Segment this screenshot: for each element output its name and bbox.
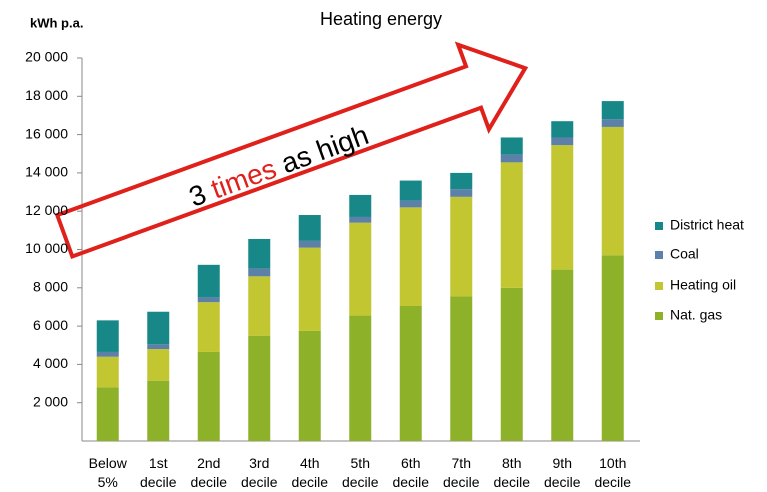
- bar-segment: [601, 101, 624, 120]
- y-tick-label: 12 000: [25, 202, 68, 218]
- bar-segment: [500, 137, 523, 155]
- x-tick-label: 4th decile: [291, 455, 329, 490]
- bar-segment: [601, 126, 624, 256]
- bar-segment: [399, 305, 422, 441]
- bar-segment: [197, 351, 220, 441]
- y-tick-label: 20 000: [25, 49, 68, 65]
- bar-segment: [551, 137, 574, 146]
- x-tick-label: 3rd decile: [240, 455, 278, 490]
- bar-segment: [601, 255, 624, 441]
- bar-segment: [197, 302, 220, 352]
- y-tick-label: 18 000: [25, 87, 68, 103]
- legend-label: District heat: [670, 217, 744, 233]
- y-axis-label: kWh p.a.: [30, 15, 83, 30]
- bar-segment: [147, 380, 170, 441]
- bar-segment: [96, 351, 119, 357]
- bar-segment: [197, 264, 220, 298]
- x-tick-label: 7th decile: [442, 455, 480, 490]
- bar-segment: [551, 269, 574, 441]
- arrow: [54, 41, 529, 260]
- bar-segment: [500, 162, 523, 288]
- bar-segment: [450, 196, 473, 297]
- bar-segment: [399, 180, 422, 201]
- bar-segment: [298, 240, 321, 248]
- bar-segment: [197, 297, 220, 303]
- x-tick-label: Below 5%: [88, 455, 127, 490]
- bar-segment: [500, 287, 523, 441]
- bar-segment: [349, 222, 372, 316]
- y-tick-label: 10 000: [25, 240, 68, 256]
- legend-swatch: [655, 312, 663, 320]
- bar-segment: [248, 276, 271, 336]
- legend-swatch: [655, 251, 663, 259]
- bar-segment: [298, 330, 321, 441]
- chart-title: Heating energy: [320, 9, 442, 29]
- x-tick-label: 6th decile: [392, 455, 430, 490]
- annotation-part: 3: [185, 179, 210, 213]
- bar-segment: [551, 121, 574, 138]
- bar-segment: [298, 247, 321, 331]
- bar-segment: [349, 315, 372, 441]
- bar-segment: [450, 189, 473, 197]
- legend-swatch: [655, 222, 663, 230]
- bar-segment: [147, 349, 170, 381]
- x-tick-label: 5th decile: [341, 455, 379, 490]
- bar-segment: [500, 154, 523, 163]
- bar-segment: [248, 238, 271, 269]
- bar-segment: [450, 172, 473, 190]
- y-tick-label: 14 000: [25, 164, 68, 180]
- annotation-part: times: [207, 153, 280, 205]
- bar-segment: [551, 145, 574, 270]
- legend-swatch: [655, 282, 663, 290]
- x-tick-label: 1st decile: [139, 455, 177, 490]
- bar-segment: [248, 268, 271, 277]
- bar-segment: [248, 335, 271, 441]
- y-tick-label: 2 000: [33, 393, 68, 409]
- bar-segment: [298, 215, 321, 241]
- bar-segment: [450, 296, 473, 441]
- y-tick-label: 6 000: [33, 317, 68, 333]
- legend-label: Coal: [670, 246, 699, 262]
- bar-segment: [96, 320, 119, 352]
- y-tick-label: 16 000: [25, 125, 68, 141]
- bar-segment: [147, 344, 170, 350]
- x-tick-label: 9th decile: [543, 455, 581, 490]
- bar-segment: [349, 194, 372, 217]
- legend-label: Heating oil: [670, 277, 736, 293]
- bar-segment: [601, 119, 624, 127]
- bar-segment: [399, 207, 422, 306]
- legend-label: Nat. gas: [670, 307, 722, 323]
- bar-segment: [349, 216, 372, 223]
- bar-segment: [399, 200, 422, 208]
- bar-segment: [147, 311, 170, 345]
- x-tick-label: 8th decile: [493, 455, 531, 490]
- bar-segment: [96, 387, 119, 441]
- x-tick-label: 2nd decile: [190, 455, 228, 490]
- y-tick-label: 4 000: [33, 355, 68, 371]
- y-tick-label: 8 000: [33, 279, 68, 295]
- bar-segment: [96, 356, 119, 388]
- x-tick-label: 10th decile: [594, 455, 632, 490]
